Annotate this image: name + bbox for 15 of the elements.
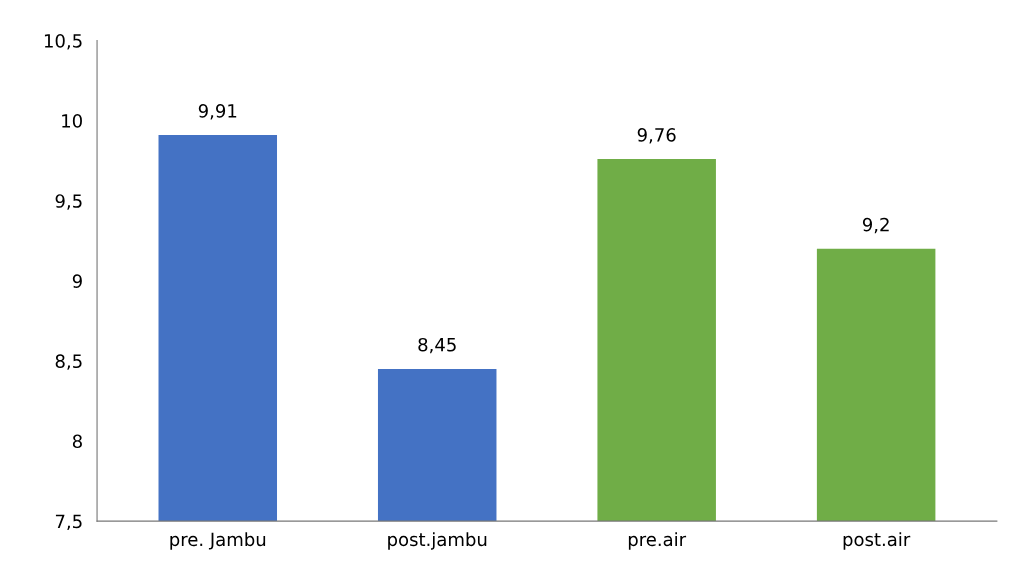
y-tick-label: 8,5 [55,354,82,370]
x-tick-label: pre. Jambu [170,532,266,550]
x-tick-label: post.jambu [388,532,487,550]
y-tick-label: 10 [62,114,82,128]
data-label: 9,76 [637,128,676,144]
data-label: 9,2 [862,217,889,234]
y-tick-label: 9 [72,274,82,288]
x-tick-label: post.air [843,532,911,550]
y-tick-label: 7,5 [55,514,82,531]
x-tick-label: pre.air [628,532,687,550]
data-label: 9,91 [198,104,237,120]
y-tick-label: 8 [72,434,82,449]
data-label: 8,45 [418,337,456,354]
y-tick-label: 9,5 [55,194,82,210]
y-tick-label: 10,5 [44,33,82,50]
